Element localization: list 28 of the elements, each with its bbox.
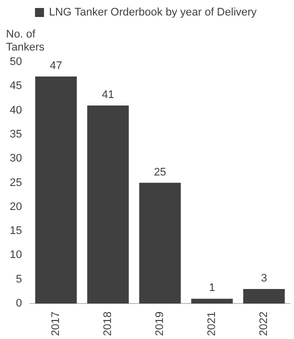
y-tick-label: 35 [10,128,22,140]
y-tick-label: 30 [10,152,22,165]
data-label: 3 [260,272,268,285]
data-label: 25 [154,166,166,178]
y-tick-label: 0 [16,298,22,310]
x-tick-label: 2019 [154,312,166,336]
y-tick-label: 50 [10,56,22,68]
y-tick-label: 20 [10,200,22,213]
bar [35,76,77,304]
bar [87,105,129,304]
legend-label: LNG Tanker Orderbook by year of Delivery [49,6,258,18]
y-tick-label: 15 [10,225,22,238]
data-label: 41 [102,88,114,101]
data-label: 1 [208,282,216,294]
y-tick-label: 25 [10,176,22,189]
x-tick-label: 2017 [50,312,62,336]
bar [139,182,181,304]
y-tick-label: 40 [10,104,22,116]
bar [243,289,285,304]
y-axis-title: No. of Tankers [6,28,46,54]
data-label: 47 [50,60,62,72]
y-tick-label: 5 [16,273,22,286]
y-tick-label: 10 [10,249,22,262]
x-tick-label: 2021 [206,312,218,336]
bar [191,298,233,304]
y-tick-label: 45 [10,80,22,92]
x-tick-label: 2018 [102,312,114,336]
x-tick-label: 2022 [258,312,270,336]
